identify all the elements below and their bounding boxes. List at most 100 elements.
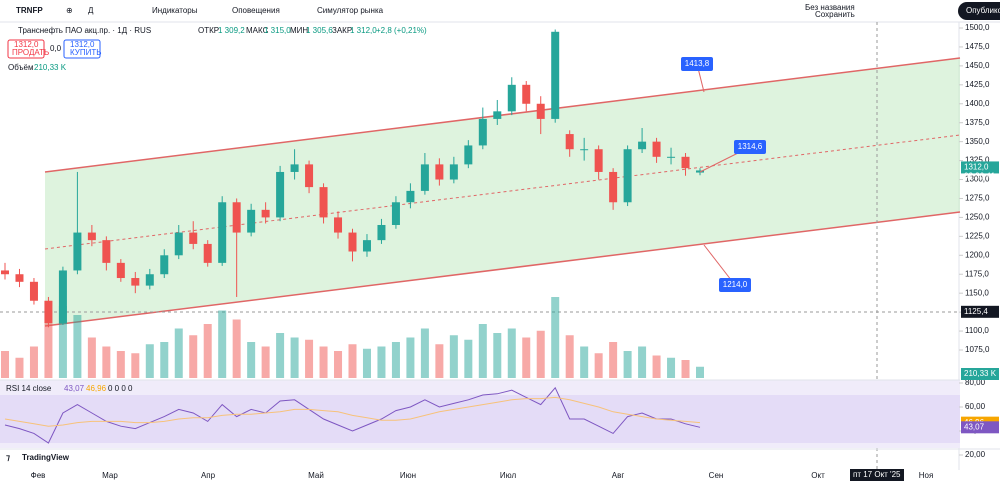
y-tick-label: 1400,0 — [965, 99, 990, 108]
legend-label: МИН — [290, 26, 308, 35]
x-tick-label: Авг — [612, 471, 625, 480]
layout-name[interactable]: Без названия — [805, 3, 855, 12]
candle-body — [189, 232, 198, 244]
candle-body — [247, 209, 256, 233]
candle-body — [406, 190, 415, 203]
candle-body — [667, 156, 676, 158]
candle-body — [623, 149, 632, 203]
candle-body — [565, 134, 574, 150]
volume-bar — [348, 344, 357, 378]
y-tick-label: 60,00 — [965, 402, 986, 411]
candle-body — [348, 232, 357, 252]
volume-bar — [478, 324, 487, 378]
y-tick-label: 1325,0 — [965, 156, 990, 165]
volume-bar — [638, 346, 647, 378]
candle-body — [478, 118, 487, 146]
toolbar — [0, 0, 1000, 22]
volume-bar — [522, 337, 531, 378]
volume-bar — [58, 306, 67, 378]
channel-fill — [45, 58, 960, 326]
volume-bar — [290, 337, 299, 378]
y-tick-label: 1075,0 — [965, 345, 990, 354]
legend-value: 1 309,2 — [218, 26, 245, 35]
buy-price[interactable]: 1312,0 — [70, 40, 95, 49]
candle-body — [435, 164, 444, 180]
channel-mid — [44, 134, 961, 250]
sell-button[interactable] — [7, 39, 45, 59]
volume-bar — [116, 351, 125, 378]
volume-bar — [218, 310, 227, 378]
alerts[interactable]: Оповещения — [232, 6, 280, 15]
channel-label: 1214,0 — [723, 280, 748, 289]
y-tick-label: 1475,0 — [965, 42, 990, 51]
rsi-title: RSI 14 close — [6, 384, 52, 393]
indicators[interactable]: Индикаторы — [152, 6, 198, 15]
volume-bar — [652, 355, 661, 378]
date-badge-bg — [850, 469, 904, 481]
candle-body — [174, 232, 183, 256]
volume-bar — [681, 360, 690, 378]
y-tick-label: 1225,0 — [965, 231, 990, 240]
sell-price[interactable]: 1312,0 — [14, 40, 39, 49]
volume-bar — [536, 330, 545, 378]
candle-body — [464, 145, 473, 165]
volume-bar — [362, 348, 371, 378]
channel-label: 1413,8 — [685, 59, 710, 68]
y-tick-label: 1425,0 — [965, 80, 990, 89]
x-tick-label: Сен — [709, 471, 724, 480]
last-price-bg — [961, 161, 999, 174]
sell[interactable]: ПРОДАТЬ — [12, 48, 49, 57]
y-tick-label: 1275,0 — [965, 194, 990, 203]
y-tick-label: 1150,0 — [965, 288, 989, 297]
interval[interactable]: Д — [88, 6, 94, 15]
channel-lower — [44, 211, 961, 327]
volume-bar — [305, 339, 314, 378]
replay[interactable]: Симулятор рынка — [317, 6, 384, 15]
legend-value: 1 312,0 — [350, 26, 377, 35]
legend-title: Транснефть ПАО акц.пр. · 1Д · RUS — [18, 26, 151, 35]
y-tick-label: 1100,0 — [965, 326, 989, 335]
symbol[interactable]: TRNFP — [16, 6, 43, 15]
candle-body — [681, 156, 690, 169]
publish-button[interactable] — [958, 2, 1000, 20]
cursor-price-bg — [961, 305, 999, 318]
candle-body — [493, 111, 502, 119]
x-tick-label: Июл — [500, 471, 517, 480]
save[interactable]: Сохранить — [815, 10, 855, 19]
legend-value: 1 315,0 — [264, 26, 291, 35]
volume-bar — [420, 328, 429, 378]
add[interactable]: ⊕ — [66, 6, 73, 15]
volume-bar — [174, 328, 183, 378]
volume-bar — [551, 297, 560, 378]
publish[interactable]: Опублико — [966, 6, 1000, 15]
volume-value: 210,33 K — [34, 63, 67, 72]
y-tick-label: 1175,0 — [965, 269, 989, 278]
candle-body — [73, 232, 82, 271]
y-tick-label: 1375,0 — [965, 118, 990, 127]
volume-bar — [247, 342, 256, 378]
volume-bar — [334, 351, 343, 378]
candle-body — [609, 171, 618, 203]
volume-bar — [232, 319, 241, 378]
volume-bar — [696, 366, 704, 378]
candle-body — [29, 281, 38, 301]
candle-body — [420, 164, 429, 191]
volume-bar — [406, 337, 415, 378]
x-tick-label: Окт — [811, 471, 825, 480]
candle-body — [160, 255, 169, 275]
rsi-band — [0, 395, 960, 443]
callout-bg — [734, 140, 766, 154]
rsi-badge: 43,07 — [964, 422, 985, 431]
volume-bar — [160, 342, 169, 378]
y-tick-label: 1300,0 — [965, 175, 990, 184]
candle-body — [449, 164, 458, 180]
volume-bar — [565, 335, 574, 378]
buy-button[interactable] — [63, 39, 101, 59]
buy[interactable]: КУПИТЬ — [70, 48, 101, 57]
countdown: 02:36:41 — [964, 172, 996, 181]
channel-label: 1314,6 — [738, 142, 763, 151]
x-tick-label: Ноя — [919, 471, 934, 480]
candle-body — [131, 278, 140, 286]
volume-label: Объём — [8, 63, 34, 72]
